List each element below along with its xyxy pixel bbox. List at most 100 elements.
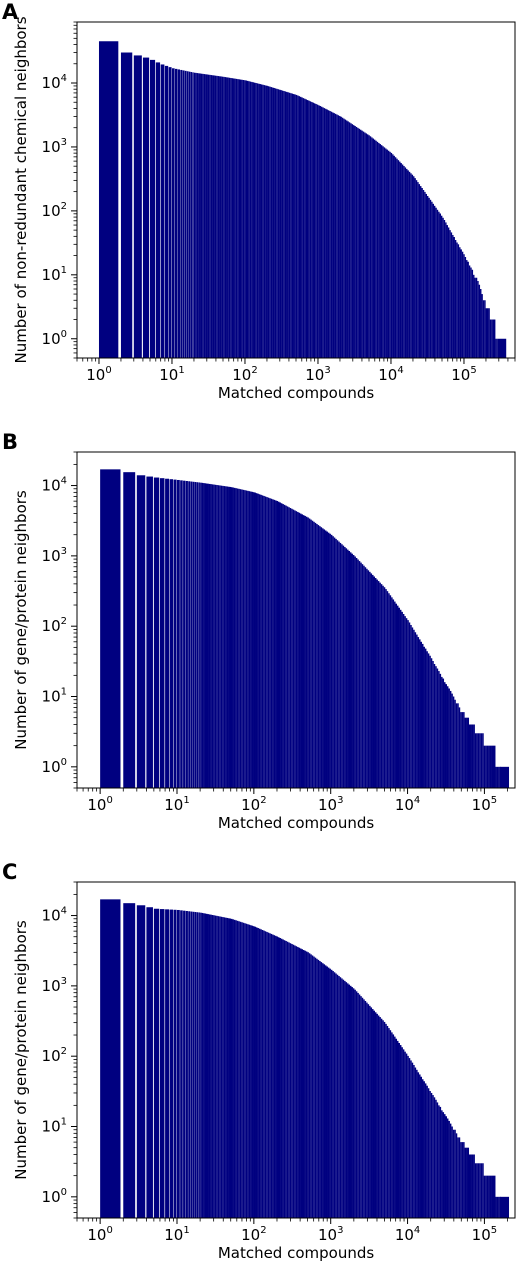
bar — [369, 1005, 371, 1218]
bar — [360, 129, 362, 358]
bar — [202, 73, 204, 358]
bar — [405, 1053, 408, 1218]
bar — [382, 146, 384, 358]
bar — [242, 922, 245, 1218]
bar — [289, 508, 292, 788]
x-tick-label: 100 — [87, 1225, 112, 1244]
bar — [217, 76, 220, 358]
bar — [410, 1060, 412, 1218]
bar — [452, 1129, 455, 1218]
bar — [446, 1118, 449, 1218]
bar — [270, 87, 273, 358]
bar — [468, 724, 471, 788]
bar — [373, 139, 376, 358]
bar — [342, 979, 345, 1218]
bar — [233, 78, 235, 359]
bar — [313, 521, 315, 788]
bar — [307, 952, 309, 1218]
bar — [403, 165, 405, 358]
bar — [482, 300, 485, 358]
bar — [338, 975, 340, 1218]
bar — [474, 733, 477, 788]
bar — [392, 1034, 395, 1218]
bar — [491, 745, 493, 788]
bar — [421, 1079, 424, 1218]
bar — [272, 499, 274, 788]
bar — [427, 195, 429, 358]
bar — [441, 676, 443, 788]
bar — [176, 479, 180, 788]
bar — [245, 923, 248, 1218]
bar — [401, 1047, 403, 1218]
bar — [460, 1142, 462, 1218]
bar — [452, 234, 454, 358]
bar — [445, 1116, 447, 1218]
bar — [461, 1142, 464, 1218]
bar — [293, 94, 295, 359]
bar — [477, 733, 480, 788]
bar — [380, 145, 383, 358]
bar — [222, 485, 224, 788]
bar — [388, 1028, 390, 1218]
bar — [392, 154, 394, 358]
bar — [410, 624, 412, 788]
bar — [474, 1163, 477, 1218]
bar — [183, 910, 186, 1218]
bar — [362, 131, 365, 358]
bar — [413, 629, 415, 788]
bar — [433, 205, 436, 358]
bar — [366, 1002, 368, 1218]
bar — [346, 120, 348, 359]
bar — [488, 308, 490, 358]
bar — [444, 682, 446, 788]
bar — [394, 601, 396, 788]
bar — [496, 338, 498, 358]
bar — [196, 73, 199, 358]
bar — [288, 92, 291, 359]
bar — [184, 70, 187, 359]
bar — [416, 1069, 418, 1218]
bar — [248, 924, 251, 1218]
bar — [333, 972, 336, 1218]
bar — [454, 240, 457, 358]
bar — [449, 690, 452, 788]
bar — [251, 925, 254, 1218]
bar — [214, 484, 217, 788]
y-tick-label: 104 — [42, 476, 67, 495]
bar — [233, 487, 236, 788]
bar — [364, 132, 366, 358]
y-axis-label: Number of gene/protein neighbors — [12, 920, 30, 1180]
bar — [440, 215, 443, 358]
bar — [241, 489, 243, 788]
x-tick-label: 105 — [472, 795, 497, 814]
bar — [411, 174, 414, 358]
bar — [332, 971, 334, 1218]
bar — [379, 144, 381, 358]
bar — [363, 565, 365, 788]
bar — [228, 918, 230, 1218]
bar — [426, 1085, 428, 1218]
bar — [123, 903, 136, 1218]
bar — [414, 1067, 417, 1218]
bar — [239, 489, 242, 788]
bar — [216, 915, 218, 1218]
bar — [435, 1099, 437, 1218]
bar — [200, 73, 203, 359]
y-tick-label: 100 — [42, 1187, 67, 1206]
bar — [468, 265, 471, 358]
x-axis: 100 101 102 103 104 105 — [76, 1218, 508, 1244]
bar — [238, 79, 241, 358]
bar — [258, 928, 261, 1218]
bar — [192, 911, 195, 1218]
x-tick-label: 103 — [318, 1225, 343, 1244]
bar — [309, 101, 312, 359]
bar — [277, 89, 280, 359]
bar — [427, 1088, 430, 1218]
bar — [201, 912, 204, 1218]
bar — [292, 509, 295, 788]
bar — [460, 249, 462, 358]
bar — [278, 937, 280, 1218]
bar — [207, 483, 209, 788]
bar — [205, 74, 207, 358]
bar — [348, 551, 351, 788]
